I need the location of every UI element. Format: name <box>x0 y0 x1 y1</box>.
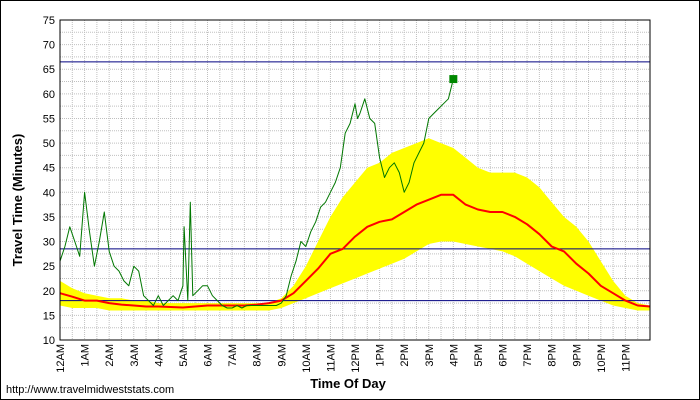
plot-border <box>59 19 651 341</box>
series <box>59 75 651 309</box>
x-tick-label: 3AM <box>129 344 141 367</box>
x-tick-labels: 12AM 1AM 2AM 3AM 4AM 5AM 6AM 7AM 8AM 9AM 10AM 11AM 1… <box>55 344 632 373</box>
current-value-marker <box>449 75 458 84</box>
y-tick-label: 35 <box>43 212 55 224</box>
y-tick-label: 75 <box>43 15 55 27</box>
x-tick-label: 11AM <box>325 344 337 372</box>
y-tick-label: 20 <box>43 286 55 298</box>
x-tick-label: 1PM <box>375 344 387 367</box>
x-tick-label: 5PM <box>473 344 485 367</box>
x-tick-label: 5AM <box>178 344 190 367</box>
x-axis-title: Time Of Day <box>310 376 386 391</box>
x-tick-label: 1AM <box>80 344 92 367</box>
x-tick-label: 7PM <box>522 344 534 367</box>
x-tick-label: 9PM <box>571 344 583 367</box>
y-tick-label: 10 <box>43 335 55 347</box>
x-tick-label: 10AM <box>301 344 313 373</box>
y-tick-label: 60 <box>43 89 55 101</box>
x-tick-label: 2AM <box>104 344 116 367</box>
y-tick-label: 65 <box>43 64 55 76</box>
y-tick-label: 40 <box>43 187 55 199</box>
y-tick-labels: 10 15 20 25 30 35 40 45 50 55 60 65 70 75 <box>43 15 55 347</box>
y-tick-label: 45 <box>43 163 55 175</box>
typical-range-area <box>60 138 650 311</box>
x-tick-label: 11PM <box>620 344 632 372</box>
x-tick-label: 12PM <box>350 344 362 373</box>
x-tick-label: 8AM <box>252 344 264 367</box>
average-travel-time-line <box>59 193 651 309</box>
x-tick-label: 10PM <box>596 344 608 373</box>
y-tick-label: 55 <box>43 113 55 125</box>
y-tick-label: 70 <box>43 40 55 52</box>
y-tick-label: 15 <box>43 310 55 322</box>
typical-range-band <box>60 138 650 311</box>
y-tick-label: 30 <box>43 237 55 249</box>
x-tick-label: 12AM <box>55 344 67 373</box>
reference-lines <box>60 61 650 302</box>
footer-url[interactable]: http://www.travelmidweststats.com <box>6 384 174 396</box>
x-tick-label: 2PM <box>399 344 411 367</box>
x-tick-label: 4AM <box>153 344 165 367</box>
y-tick-label: 50 <box>43 138 55 150</box>
y-tick-label: 25 <box>43 261 55 273</box>
y-axis-title: Travel Time (Minutes) <box>10 134 25 267</box>
x-tick-label: 8PM <box>547 344 559 367</box>
x-tick-label: 6AM <box>203 344 215 367</box>
x-tick-label: 9AM <box>276 344 288 367</box>
x-tick-label: 7AM <box>227 344 239 367</box>
x-tick-label: 6PM <box>498 344 510 367</box>
x-tick-label: 4PM <box>448 344 460 367</box>
current-travel-time-line <box>59 78 454 309</box>
x-tick-label: 3PM <box>424 344 436 367</box>
